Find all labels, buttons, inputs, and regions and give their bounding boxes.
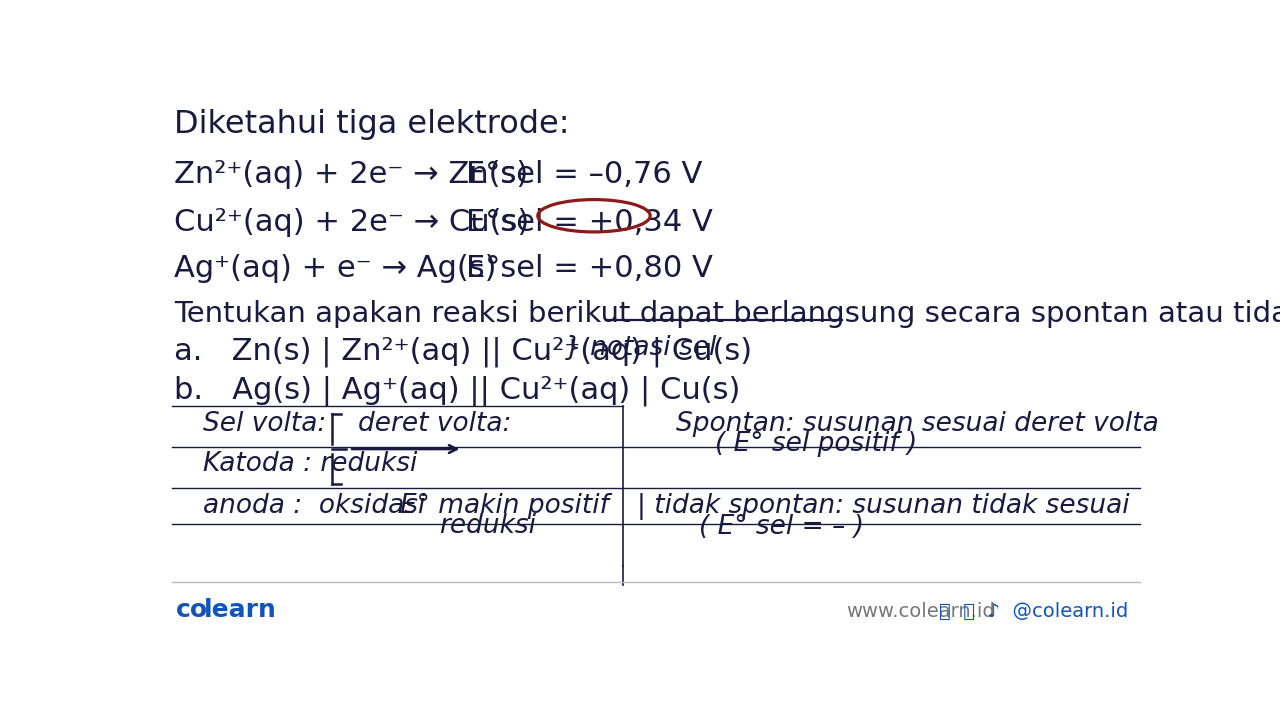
Text: Zn²⁺(aq) + 2e⁻ → Zn(s): Zn²⁺(aq) + 2e⁻ → Zn(s) bbox=[174, 160, 529, 189]
Text: E°sel = +0,80 V: E°sel = +0,80 V bbox=[466, 254, 713, 283]
Text: ( E° sel = – ): ( E° sel = – ) bbox=[699, 514, 864, 540]
Text: E°sel = +0,34 V: E°sel = +0,34 V bbox=[466, 208, 713, 237]
Text: ⓕ  ⓢ  ♪  @colearn.id: ⓕ ⓢ ♪ @colearn.id bbox=[938, 601, 1128, 621]
Text: Sel volta:: Sel volta: bbox=[202, 410, 326, 436]
Text: Tentukan apakan reaksi berikut dapat berlangsung secara spontan atau tidak.: Tentukan apakan reaksi berikut dapat ber… bbox=[174, 300, 1280, 328]
Text: reduksi: reduksi bbox=[439, 513, 536, 539]
Text: ( E° sel positif ): ( E° sel positif ) bbox=[716, 431, 918, 457]
Text: learn: learn bbox=[204, 598, 276, 623]
Text: Katoda : reduksi: Katoda : reduksi bbox=[202, 451, 417, 477]
Text: b.   Ag(s) | Ag⁺(aq) || Cu²⁺(aq) | Cu(s): b. Ag(s) | Ag⁺(aq) || Cu²⁺(aq) | Cu(s) bbox=[174, 375, 740, 405]
Text: | tidak spontan: susunan tidak sesuai: | tidak spontan: susunan tidak sesuai bbox=[637, 493, 1130, 520]
Text: deret volta:: deret volta: bbox=[357, 410, 511, 436]
Text: a.   Zn(s) | Zn²⁺(aq) || Cu²⁺(aq) | Cu(s): a. Zn(s) | Zn²⁺(aq) || Cu²⁺(aq) | Cu(s) bbox=[174, 337, 753, 367]
Text: Spontan: susunan sesuai deret volta: Spontan: susunan sesuai deret volta bbox=[676, 410, 1158, 436]
Text: co: co bbox=[175, 598, 207, 623]
Text: E°sel = –0,76 V: E°sel = –0,76 V bbox=[466, 160, 703, 189]
Text: } notasi sel: } notasi sel bbox=[564, 335, 716, 361]
Text: Diketahui tiga elektrode:: Diketahui tiga elektrode: bbox=[174, 109, 570, 140]
Text: anoda :  oksidasi: anoda : oksidasi bbox=[202, 493, 425, 519]
Text: Cu²⁺(aq) + 2e⁻ → Cu(s): Cu²⁺(aq) + 2e⁻ → Cu(s) bbox=[174, 208, 529, 237]
Text: E° makin positif: E° makin positif bbox=[401, 493, 609, 519]
Text: Ag⁺(aq) + e⁻ → Ag(s): Ag⁺(aq) + e⁻ → Ag(s) bbox=[174, 254, 497, 283]
Text: www.colearn.id: www.colearn.id bbox=[846, 601, 995, 621]
